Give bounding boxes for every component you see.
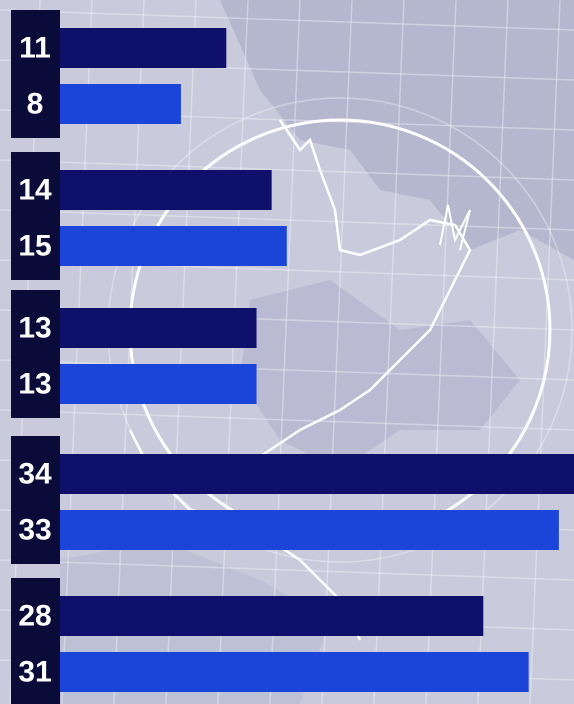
grid-line (425, 0, 457, 704)
bar-value-label: 13 (18, 368, 51, 401)
bar (60, 308, 257, 348)
grid-line (477, 0, 509, 704)
grid-line (217, 0, 249, 704)
value-labels-layer: 11 8 14 15 13 13 34 33 28 31 (18, 32, 52, 689)
bars-layer (60, 28, 574, 692)
bar-value-label: 28 (18, 600, 51, 633)
bar-value-label: 31 (18, 656, 51, 689)
grid-line (165, 0, 197, 704)
label-block (11, 10, 60, 138)
label-blocks-layer (11, 10, 60, 704)
grid-line (269, 0, 301, 704)
grid-line (0, 359, 574, 381)
feather-detail-icon (439, 204, 471, 251)
bar (60, 454, 574, 494)
label-block (11, 152, 60, 280)
bar (60, 364, 257, 404)
bar (60, 28, 227, 68)
bar-value-label: 8 (27, 88, 44, 121)
grid-line (0, 9, 574, 31)
bar-value-label: 15 (18, 230, 51, 263)
bar (60, 510, 559, 550)
bar-value-label: 34 (18, 458, 52, 491)
label-block (11, 578, 60, 704)
label-block (11, 436, 60, 564)
bar-value-label: 13 (18, 312, 51, 345)
bar (60, 84, 181, 124)
landmass-shape (220, 0, 574, 260)
bar (60, 596, 484, 636)
eagle-outline-icon (239, 119, 472, 472)
bar-value-label: 11 (19, 32, 51, 65)
grid-line (0, 559, 574, 581)
bar (60, 652, 529, 692)
bar (60, 170, 272, 210)
grid-line (373, 0, 405, 704)
bar (60, 226, 287, 266)
grid-line (0, 159, 574, 181)
label-block (11, 290, 60, 418)
bar-value-label: 33 (18, 514, 51, 547)
grid-line (0, 209, 574, 231)
landmass-shape (240, 280, 520, 470)
grid-line (529, 0, 561, 704)
grid-line (0, 409, 574, 431)
bar-value-label: 14 (18, 174, 52, 207)
